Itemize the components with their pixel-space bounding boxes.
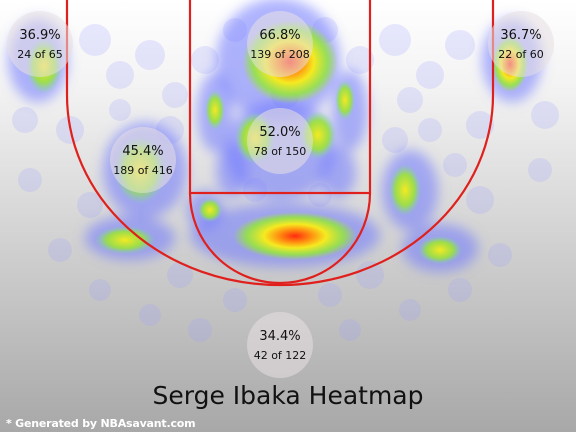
scatter-circle [79, 24, 111, 56]
zone-paint-top: 66.8% 139 of 208 [247, 11, 313, 77]
zone-pct: 66.8% [259, 27, 301, 43]
scatter-circle [448, 278, 472, 302]
scatter-circle [191, 46, 219, 74]
scatter-circle [318, 283, 342, 307]
zone-attempts: 42 of 122 [253, 348, 307, 362]
zone-left-corner-three: 36.9% 24 of 65 [7, 11, 73, 77]
scatter-circle [223, 288, 247, 312]
scatter-circle [167, 262, 193, 288]
zone-attempts: 22 of 60 [498, 47, 544, 61]
zone-attempts: 78 of 150 [253, 144, 307, 158]
credit-text: * Generated by NBAsavant.com [6, 417, 196, 430]
zone-pct: 45.4% [122, 143, 164, 159]
scatter-circle [339, 319, 361, 341]
scatter-circle [89, 279, 111, 301]
paint-lane [188, 0, 372, 195]
zone-attempts: 139 of 208 [250, 47, 310, 61]
zone-attempts: 24 of 65 [17, 47, 63, 61]
scatter-circle [531, 101, 559, 129]
free-throw-arc [188, 192, 372, 285]
zone-pct: 52.0% [259, 124, 301, 140]
zone-right-corner-three: 36.7% 22 of 60 [488, 11, 554, 77]
scatter-circle [356, 261, 384, 289]
scatter-circle [399, 299, 421, 321]
scatter-circle [346, 46, 374, 74]
scatter-circle [379, 24, 411, 56]
scatter-circle [12, 107, 38, 133]
chart-title: Serge Ibaka Heatmap [152, 381, 424, 410]
scatter-circle [528, 158, 552, 182]
scatter-circle [466, 186, 494, 214]
scatter-circle [445, 30, 475, 60]
scatter-circle [488, 243, 512, 267]
scatter-circle [162, 82, 188, 108]
scatter-circle [48, 238, 72, 262]
scatter-circle [106, 61, 134, 89]
scatter-circle [18, 168, 42, 192]
zone-pct: 36.9% [19, 27, 61, 43]
zone-pct: 34.4% [259, 328, 301, 344]
scatter-circle [188, 318, 212, 342]
scatter-circle [109, 99, 131, 121]
three-point-line [65, 0, 495, 287]
zone-paint-lower: 52.0% 78 of 150 [247, 108, 313, 174]
zone-midrange: 45.4% 189 of 416 [110, 127, 176, 193]
zone-above-break-three: 34.4% 42 of 122 [247, 312, 313, 378]
scatter-circle [77, 192, 103, 218]
scatter-circle [135, 40, 165, 70]
scatter-circle [416, 61, 444, 89]
scatter-circle [418, 118, 442, 142]
court-lines [65, 0, 495, 287]
scatter-circle [397, 87, 423, 113]
scatter-circle [382, 127, 408, 153]
scatter-circle [466, 111, 494, 139]
zone-pct: 36.7% [500, 27, 542, 43]
zone-attempts: 189 of 416 [113, 163, 173, 177]
scatter-circle [443, 153, 467, 177]
scatter-circle [139, 304, 161, 326]
